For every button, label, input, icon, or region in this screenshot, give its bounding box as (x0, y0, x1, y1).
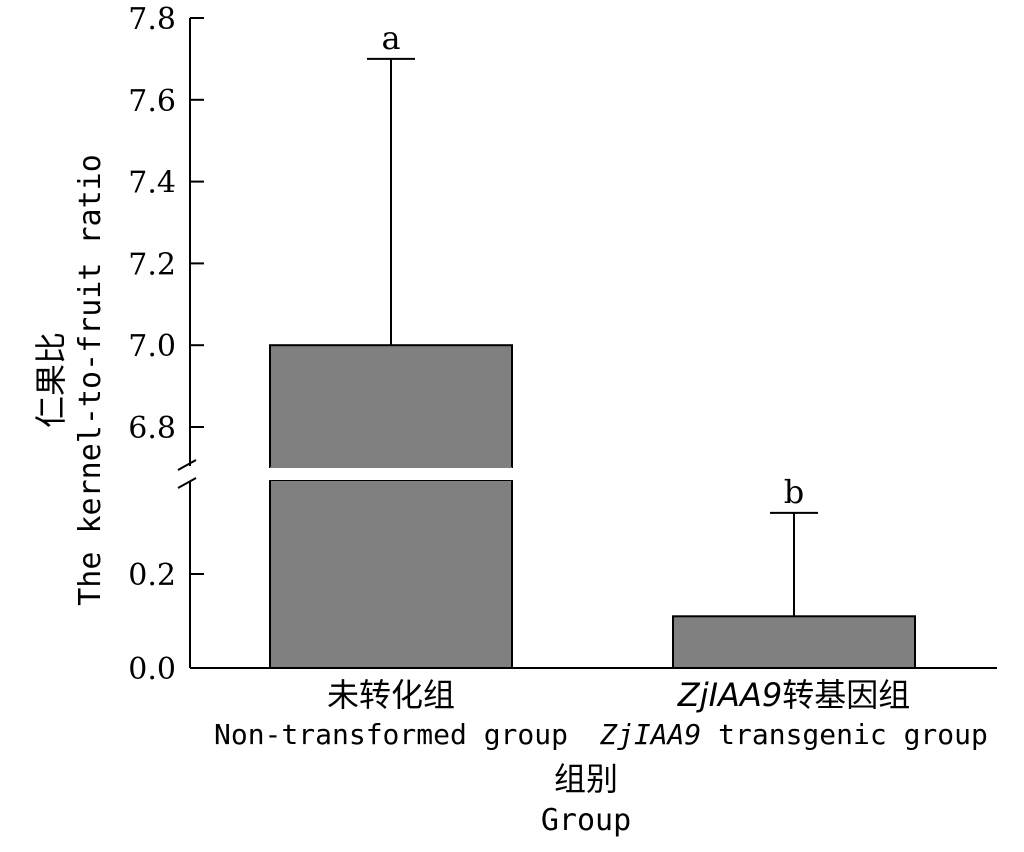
gene-name-italic: ZjIAA9 (677, 676, 782, 714)
y-tick-label: 7.4 (128, 166, 176, 201)
axis-break-mark (177, 477, 197, 489)
category-text: 转基因组 (782, 676, 910, 714)
gene-name-italic: ZjIAA9 (599, 718, 701, 751)
y-tick-label: 6.8 (128, 411, 176, 446)
y-axis-label-en: The kernel-to-fruit ratio (73, 154, 108, 606)
x-category-label-zh: 未转化组 (327, 676, 455, 714)
y-axis-label-zh: 仁果比 (32, 332, 70, 428)
significance-label: a (381, 19, 400, 57)
y-tick-label: 7.0 (128, 329, 176, 364)
y-tick-label: 0.2 (128, 558, 176, 593)
category-text: 未转化组 (327, 676, 455, 714)
significance-label: b (784, 473, 804, 511)
bar (672, 615, 916, 669)
x-category-label-en: Non-transformed group (214, 718, 568, 751)
x-axis-label-zh: 组别 (554, 760, 618, 798)
axis-break-mark (177, 459, 197, 471)
bar-upper (269, 344, 513, 470)
category-text: Non-transformed group (214, 718, 568, 751)
category-text: transgenic group (701, 718, 988, 751)
y-tick-label: 7.2 (128, 247, 176, 282)
x-category-label-en: ZjIAA9 transgenic group (599, 718, 988, 751)
y-tick-label: 0.0 (128, 652, 176, 687)
x-axis-label-en: Group (541, 803, 631, 838)
bar-lower (269, 479, 513, 669)
y-tick-label: 7.6 (128, 84, 176, 119)
x-category-label-zh: ZjIAA9转基因组 (677, 676, 910, 714)
y-tick-label: 7.8 (128, 2, 176, 37)
bar-break-gap (266, 468, 516, 480)
plot-area: a b 6.8 7.0 7.2 7.4 7.6 7.8 0.0 0.2 未转化组 Non-transf… (128, 2, 997, 751)
